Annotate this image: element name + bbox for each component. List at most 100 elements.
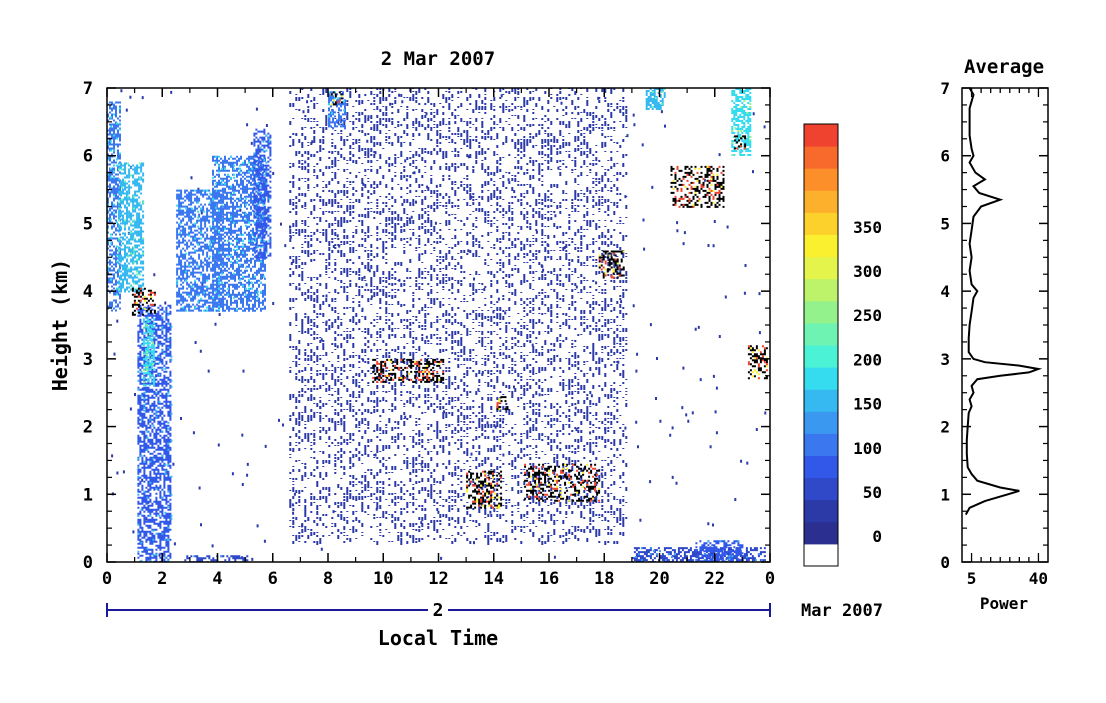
colorbar-swatch bbox=[804, 322, 838, 346]
strong-echo-core-4 bbox=[598, 250, 625, 279]
echo-feature-6 bbox=[253, 128, 272, 259]
colorbar-swatch bbox=[804, 433, 838, 456]
echo-feature-highlight-8 bbox=[704, 540, 743, 562]
strong-echo-core-2 bbox=[466, 470, 503, 509]
colorbar-swatch bbox=[804, 256, 838, 280]
average-axis-ticks: 0 1 2 3 4 5 6 7 5 40 bbox=[940, 79, 1048, 588]
x-tick-label: 2 bbox=[157, 569, 167, 589]
colorbar-swatch bbox=[804, 345, 838, 368]
avg-y-tick-label: 2 bbox=[940, 418, 950, 437]
echo-feature-12 bbox=[328, 91, 346, 130]
colorbar-tick-label: 100 bbox=[853, 439, 882, 458]
colorbar: 0 50 100 150 200 250 300 350 bbox=[803, 123, 882, 567]
y-axis-label: Height (km) bbox=[48, 259, 72, 391]
strong-echo-red-6 bbox=[747, 345, 768, 380]
strong-echo-red-5 bbox=[674, 165, 723, 208]
colorbar-swatch bbox=[804, 212, 838, 235]
average-plot-frame bbox=[961, 87, 1049, 563]
avg-y-tick-label: 7 bbox=[940, 79, 950, 98]
echo-feature-highlight-1 bbox=[118, 162, 145, 291]
strong-echo-red-7 bbox=[736, 145, 747, 150]
noise-speckles bbox=[289, 88, 628, 545]
strong-echo-core-5 bbox=[670, 165, 725, 208]
date-axis-label-bg bbox=[428, 600, 448, 620]
colorbar-frame bbox=[803, 123, 839, 567]
echo-feature-9 bbox=[184, 555, 249, 562]
colorbar-tick-label: 350 bbox=[853, 218, 882, 237]
echo-feature-1 bbox=[118, 162, 145, 293]
echo-feature-2 bbox=[137, 304, 172, 562]
strong-echo-red-0 bbox=[133, 287, 156, 310]
average-power-line bbox=[964, 87, 1043, 516]
colorbar-tick-label: 150 bbox=[853, 395, 882, 414]
strong-echo-yellow-8 bbox=[498, 398, 501, 411]
colorbar-swatch bbox=[804, 499, 838, 523]
strong-echo-red-8 bbox=[496, 402, 501, 409]
colorbar-tick-label: 200 bbox=[853, 350, 882, 369]
strong-echo-core-8 bbox=[496, 396, 509, 411]
colorbar-swatch bbox=[804, 168, 838, 191]
avg-x-tick-label: 40 bbox=[1029, 569, 1048, 588]
y-tick-label: 5 bbox=[83, 214, 93, 234]
echo-feature-highlight-10 bbox=[651, 88, 666, 108]
avg-y-tick-label: 0 bbox=[940, 553, 950, 572]
colorbar-swatch bbox=[804, 367, 838, 390]
x-tick-label: 14 bbox=[484, 569, 504, 589]
strong-echo-yellow-9 bbox=[330, 95, 343, 106]
echo-feature-highlight-0 bbox=[107, 107, 121, 296]
strong-echo-core-3 bbox=[524, 463, 601, 502]
colorbar-tick-label: 50 bbox=[863, 483, 882, 502]
colorbar-swatch bbox=[804, 543, 838, 567]
x-tick-label: 18 bbox=[594, 569, 614, 589]
date-axis-day-label: 2 bbox=[433, 600, 444, 621]
colorbar-swatch bbox=[804, 300, 838, 324]
strong-echo-red-1 bbox=[372, 358, 445, 383]
avg-y-tick-label: 5 bbox=[940, 214, 950, 233]
x-tick-label: 6 bbox=[268, 569, 278, 589]
x-axis-label: Local Time bbox=[378, 626, 498, 650]
colorbar-swatch bbox=[804, 124, 838, 147]
date-axis: 2 Mar 2007 bbox=[106, 600, 883, 621]
colorbar-swatch bbox=[804, 190, 838, 213]
strong-echo-yellow-5 bbox=[672, 165, 723, 206]
heatmap-area bbox=[107, 88, 768, 562]
x-tick-label: 16 bbox=[539, 569, 559, 589]
strong-echo-yellow-6 bbox=[749, 347, 768, 378]
strong-echo-yellow-0 bbox=[135, 295, 152, 310]
x-tick-label: 20 bbox=[649, 569, 669, 589]
x-tick-label: 0 bbox=[102, 569, 112, 589]
avg-x-tick-label: 5 bbox=[967, 569, 977, 588]
x-tick-label: 22 bbox=[705, 569, 725, 589]
x-tick-label: 0 bbox=[765, 569, 775, 589]
avg-y-tick-label: 4 bbox=[940, 282, 950, 301]
echo-feature-highlight-11 bbox=[731, 100, 752, 156]
main-chart-title: 2 Mar 2007 bbox=[381, 48, 495, 70]
colorbar-swatch bbox=[804, 234, 838, 258]
strong-echo-red-4 bbox=[598, 252, 621, 279]
x-tick-label: 8 bbox=[323, 569, 333, 589]
y-tick-label: 0 bbox=[83, 553, 93, 573]
strong-echo-yellow-1 bbox=[386, 358, 441, 381]
colorbar-swatch bbox=[804, 521, 838, 545]
strong-echo-yellow-4 bbox=[598, 250, 625, 275]
x-tick-label: 4 bbox=[212, 569, 222, 589]
y-tick-label: 7 bbox=[83, 79, 93, 99]
colorbar-tick-label: 300 bbox=[853, 262, 882, 281]
strong-echo-red-9 bbox=[336, 99, 341, 104]
colorbar-swatch bbox=[804, 411, 838, 434]
sparse-speckles bbox=[111, 89, 767, 562]
strong-echo-yellow-3 bbox=[530, 463, 601, 502]
echo-feature-0 bbox=[107, 101, 121, 312]
colorbar-swatch bbox=[804, 455, 838, 479]
average-x-axis-label: Power bbox=[980, 594, 1028, 613]
strong-echo-core-6 bbox=[747, 345, 768, 380]
x-tick-label: 12 bbox=[428, 569, 448, 589]
y-tick-label: 2 bbox=[83, 418, 93, 438]
date-axis-month-label: Mar 2007 bbox=[801, 601, 883, 621]
main-plot-frame bbox=[106, 87, 771, 563]
colorbar-tick-label: 250 bbox=[853, 306, 882, 325]
colorbar-swatch bbox=[804, 389, 838, 412]
echo-feature-11 bbox=[731, 88, 752, 156]
